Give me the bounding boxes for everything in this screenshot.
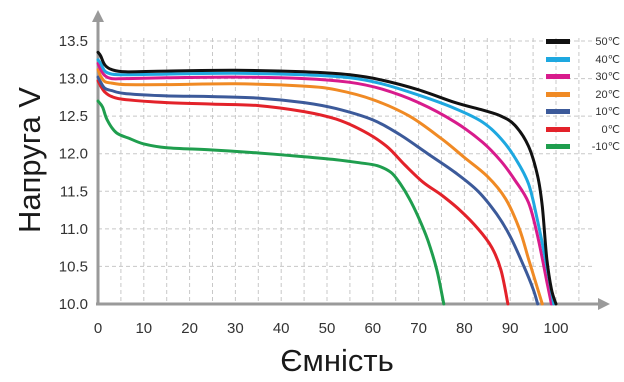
y-tick-label: 10.0 (59, 296, 88, 313)
y-axis-arrow (92, 10, 104, 22)
x-tick-label: 90 (502, 320, 519, 337)
y-tick-label: 13.0 (59, 71, 88, 88)
legend-swatch (546, 109, 570, 115)
legend-item: 50℃ (546, 33, 622, 51)
legend-label: 0℃ (601, 123, 620, 136)
series-lines (96, 50, 558, 306)
x-tick-label: 50 (319, 320, 336, 337)
series-line (96, 50, 558, 306)
legend-item: -10℃ (546, 138, 622, 156)
series-line (96, 68, 544, 306)
x-tick-label: 10 (135, 320, 152, 337)
legend: 50℃ 40℃ 30℃ 20℃ 10℃ 0℃ -10℃ (546, 33, 622, 156)
legend-label: 30℃ (595, 71, 620, 84)
x-axis-title: Ємність (280, 343, 394, 378)
x-tick-label: 70 (410, 320, 427, 337)
legend-label: 40℃ (595, 53, 620, 66)
y-tick-label: 11.5 (60, 183, 88, 200)
series-line (96, 62, 553, 306)
legend-swatch (546, 144, 570, 150)
legend-label: 20℃ (595, 88, 620, 101)
series-line (96, 79, 510, 306)
x-tick-label: 60 (364, 320, 381, 337)
x-tick-label: 20 (181, 320, 198, 337)
y-tick-label: 11.0 (60, 221, 88, 238)
y-tick-label: 13.5 (59, 33, 88, 50)
series-line (96, 58, 556, 306)
y-axis-title: Напруга V (2, 60, 58, 260)
legend-item: 30℃ (546, 68, 622, 86)
series-line (96, 99, 446, 306)
legend-item: 40℃ (546, 51, 622, 69)
legend-swatch (546, 126, 570, 132)
x-tick-label: 80 (456, 320, 473, 337)
legend-label: 10℃ (595, 106, 620, 119)
y-tick-label: 12.0 (59, 146, 88, 163)
legend-item: 0℃ (546, 121, 622, 139)
tick-labels: 10.0 10.5 11.0 11.5 12.0 12.5 13.0 13.5 0 10 20 30 4… (59, 33, 569, 337)
legend-swatch (546, 74, 570, 80)
legend-label: 50℃ (595, 36, 620, 49)
x-axis-arrow (598, 298, 610, 310)
legend-swatch (546, 39, 570, 45)
legend-label: -10℃ (591, 141, 620, 154)
legend-item: 20℃ (546, 86, 622, 104)
x-tick-label: 40 (273, 320, 290, 337)
legend-swatch (546, 91, 570, 97)
y-tick-label: 10.5 (59, 258, 88, 275)
x-tick-label: 30 (227, 320, 244, 337)
y-axis-title-text: Напруга V (12, 87, 47, 233)
legend-item: 10℃ (546, 103, 622, 121)
x-tick-label: 100 (543, 320, 568, 337)
x-tick-label: 0 (94, 320, 102, 337)
grid (98, 38, 593, 304)
series-line (96, 75, 540, 306)
legend-swatch (546, 56, 570, 62)
y-tick-label: 12.5 (59, 108, 88, 125)
